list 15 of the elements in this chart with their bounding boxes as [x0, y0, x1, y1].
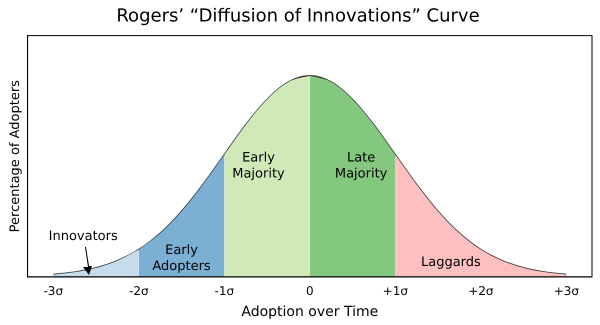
- series-label: Early Majority: [232, 150, 286, 182]
- x-tick-label: -2σ: [128, 284, 149, 298]
- series-label: Innovators: [48, 228, 118, 244]
- x-tick-label: 0: [306, 284, 314, 298]
- series-label: Late Majority: [334, 150, 388, 182]
- series-label: Laggards: [420, 255, 482, 270]
- series-label: Early Adopters: [152, 243, 211, 274]
- chart-title: Rogers’ “Diffusion of Innovations” Curve: [116, 5, 480, 26]
- x-tick-label: +2σ: [468, 284, 494, 298]
- x-tick-label: +1σ: [382, 284, 408, 298]
- x-tick-label: -3σ: [43, 284, 64, 298]
- x-tick-label: +3σ: [554, 284, 580, 298]
- x-axis-title: Adoption over Time: [241, 304, 378, 320]
- x-tick-label: -1σ: [214, 284, 234, 298]
- y-axis-title: Percentage of Adopters: [8, 80, 24, 232]
